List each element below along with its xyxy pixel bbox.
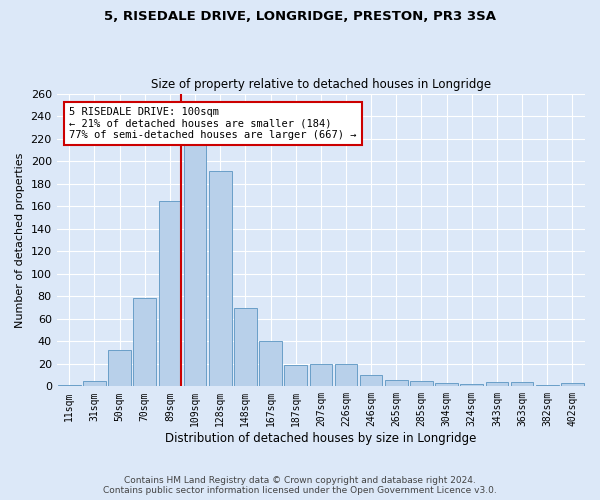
Bar bbox=[335, 364, 358, 386]
Bar bbox=[284, 365, 307, 386]
Y-axis label: Number of detached properties: Number of detached properties bbox=[15, 152, 25, 328]
Bar bbox=[310, 364, 332, 386]
Bar bbox=[58, 385, 80, 386]
Bar bbox=[561, 383, 584, 386]
Bar bbox=[485, 382, 508, 386]
Bar bbox=[360, 375, 382, 386]
Bar bbox=[158, 200, 181, 386]
Bar bbox=[108, 350, 131, 386]
Bar bbox=[133, 298, 156, 386]
Bar bbox=[259, 342, 282, 386]
Text: 5, RISEDALE DRIVE, LONGRIDGE, PRESTON, PR3 3SA: 5, RISEDALE DRIVE, LONGRIDGE, PRESTON, P… bbox=[104, 10, 496, 23]
Bar bbox=[234, 308, 257, 386]
Bar bbox=[410, 380, 433, 386]
X-axis label: Distribution of detached houses by size in Longridge: Distribution of detached houses by size … bbox=[165, 432, 476, 445]
Bar bbox=[536, 385, 559, 386]
Bar bbox=[184, 142, 206, 386]
Title: Size of property relative to detached houses in Longridge: Size of property relative to detached ho… bbox=[151, 78, 491, 91]
Bar bbox=[511, 382, 533, 386]
Bar bbox=[209, 172, 232, 386]
Bar bbox=[385, 380, 407, 386]
Text: 5 RISEDALE DRIVE: 100sqm
← 21% of detached houses are smaller (184)
77% of semi-: 5 RISEDALE DRIVE: 100sqm ← 21% of detach… bbox=[70, 107, 357, 140]
Bar bbox=[460, 384, 483, 386]
Bar bbox=[83, 380, 106, 386]
Bar bbox=[436, 383, 458, 386]
Text: Contains HM Land Registry data © Crown copyright and database right 2024.
Contai: Contains HM Land Registry data © Crown c… bbox=[103, 476, 497, 495]
